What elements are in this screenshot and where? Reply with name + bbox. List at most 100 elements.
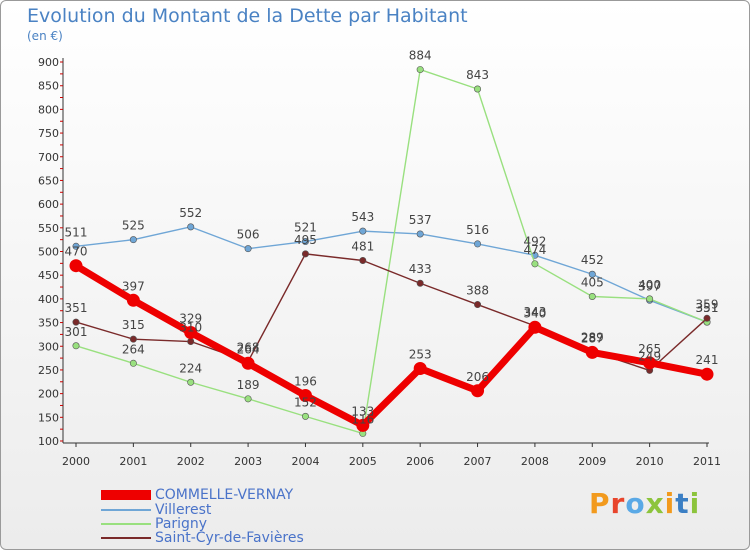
- data-label: 537: [409, 213, 432, 227]
- chart-title: Evolution du Montant de la Dette par Hab…: [27, 5, 468, 27]
- data-point: [126, 293, 140, 307]
- data-point: [129, 359, 137, 367]
- x-tick-label: 2006: [406, 455, 434, 468]
- x-tick-label: 2011: [693, 455, 721, 468]
- y-tick-label: 100: [38, 435, 59, 448]
- data-point: [588, 270, 596, 278]
- data-label: 206: [466, 370, 489, 384]
- chart-subtitle: (en €): [27, 29, 63, 43]
- data-point: [359, 227, 367, 235]
- data-label: 351: [65, 301, 88, 315]
- data-label: 351: [696, 301, 719, 315]
- y-tick-label: 250: [38, 364, 59, 377]
- data-label: 289: [581, 330, 604, 344]
- series-lines: [69, 66, 714, 437]
- data-label: 287: [581, 331, 604, 345]
- x-tick-label: 2001: [119, 455, 147, 468]
- y-tick-label: 700: [38, 151, 59, 164]
- data-point: [301, 412, 309, 420]
- axes: 100 150 200 250 300 350 400 450 500 550 600 650 700 7…: [38, 56, 721, 468]
- data-label: 388: [466, 284, 489, 298]
- data-label: 552: [179, 206, 202, 220]
- x-tick-label: 2002: [177, 455, 205, 468]
- data-point: [184, 326, 198, 340]
- x-tick-label: 2010: [636, 455, 664, 468]
- y-tick-label: 750: [38, 127, 59, 140]
- data-label: 224: [179, 361, 202, 375]
- x-tick-label: 2005: [349, 455, 377, 468]
- data-point: [474, 85, 482, 93]
- data-point: [69, 259, 83, 273]
- data-point: [359, 257, 367, 265]
- data-label: 253: [409, 348, 432, 362]
- data-label: 433: [409, 262, 432, 276]
- x-tick-label: 2003: [234, 455, 262, 468]
- data-label: 315: [122, 318, 145, 332]
- data-label: 397: [122, 279, 145, 293]
- y-tick-label: 200: [38, 388, 59, 401]
- legend-label: Parigny: [155, 516, 208, 532]
- data-label: 405: [581, 276, 604, 290]
- data-point: [588, 293, 596, 301]
- y-tick-label: 800: [38, 103, 59, 116]
- y-tick-label: 650: [38, 174, 59, 187]
- data-labels: 511 525 552 506 521 543 537 516 492 452 397 351 301 2…: [65, 49, 719, 427]
- data-label: 265: [638, 342, 661, 356]
- y-tick-label: 350: [38, 317, 59, 330]
- data-label: 340: [523, 306, 546, 320]
- y-tick-label: 450: [38, 269, 59, 282]
- data-label: 189: [237, 378, 260, 392]
- data-point: [187, 338, 195, 346]
- data-point: [72, 242, 80, 250]
- data-label: 506: [237, 228, 260, 242]
- data-point: [416, 279, 424, 287]
- data-label: 264: [122, 342, 145, 356]
- data-point: [413, 362, 427, 376]
- series-line-2: [75, 68, 708, 435]
- data-point: [298, 389, 312, 403]
- data-label: 452: [581, 253, 604, 267]
- legend-item-commelle-vernay: COMMELLE-VERNAY: [101, 488, 293, 502]
- data-point: [129, 335, 137, 343]
- data-point: [416, 230, 424, 238]
- data-label: 511: [65, 225, 88, 239]
- y-tick-label: 150: [38, 411, 59, 424]
- data-label: 481: [351, 240, 374, 254]
- data-label: 400: [638, 278, 661, 292]
- data-label: 301: [65, 325, 88, 339]
- y-tick-label: 550: [38, 222, 59, 235]
- data-point: [241, 356, 255, 370]
- data-point: [474, 240, 482, 248]
- x-tick-label: 2007: [464, 455, 492, 468]
- data-point: [244, 245, 252, 253]
- y-tick-label: 500: [38, 246, 59, 259]
- legend-label: Villerest: [155, 502, 212, 518]
- data-label: 241: [696, 353, 719, 367]
- data-label: 310: [179, 321, 202, 335]
- data-label: 492: [523, 234, 546, 248]
- legend-label: Saint-Cyr-de-Favières: [155, 530, 304, 546]
- data-label: 543: [351, 210, 374, 224]
- series-line-1: [75, 226, 708, 323]
- y-tick-label: 400: [38, 293, 59, 306]
- data-label: 351: [696, 301, 719, 315]
- data-point: [528, 320, 542, 334]
- data-label: 152: [294, 395, 317, 409]
- legend-swatch: [101, 509, 151, 511]
- data-point: [187, 223, 195, 231]
- data-label: 474: [523, 243, 546, 257]
- legend-item-villerest: Villerest: [101, 503, 211, 517]
- data-point: [301, 238, 309, 246]
- legend-swatch: [101, 490, 151, 500]
- data-point: [531, 260, 539, 268]
- data-label: 264: [237, 342, 260, 356]
- y-tick-label: 900: [38, 56, 59, 69]
- data-point: [646, 295, 654, 303]
- x-tick-label: 2009: [578, 455, 606, 468]
- data-point: [700, 367, 714, 381]
- y-tick-label: 850: [38, 80, 59, 93]
- data-point: [585, 345, 599, 359]
- data-point: [72, 318, 80, 326]
- y-tick-label: 300: [38, 340, 59, 353]
